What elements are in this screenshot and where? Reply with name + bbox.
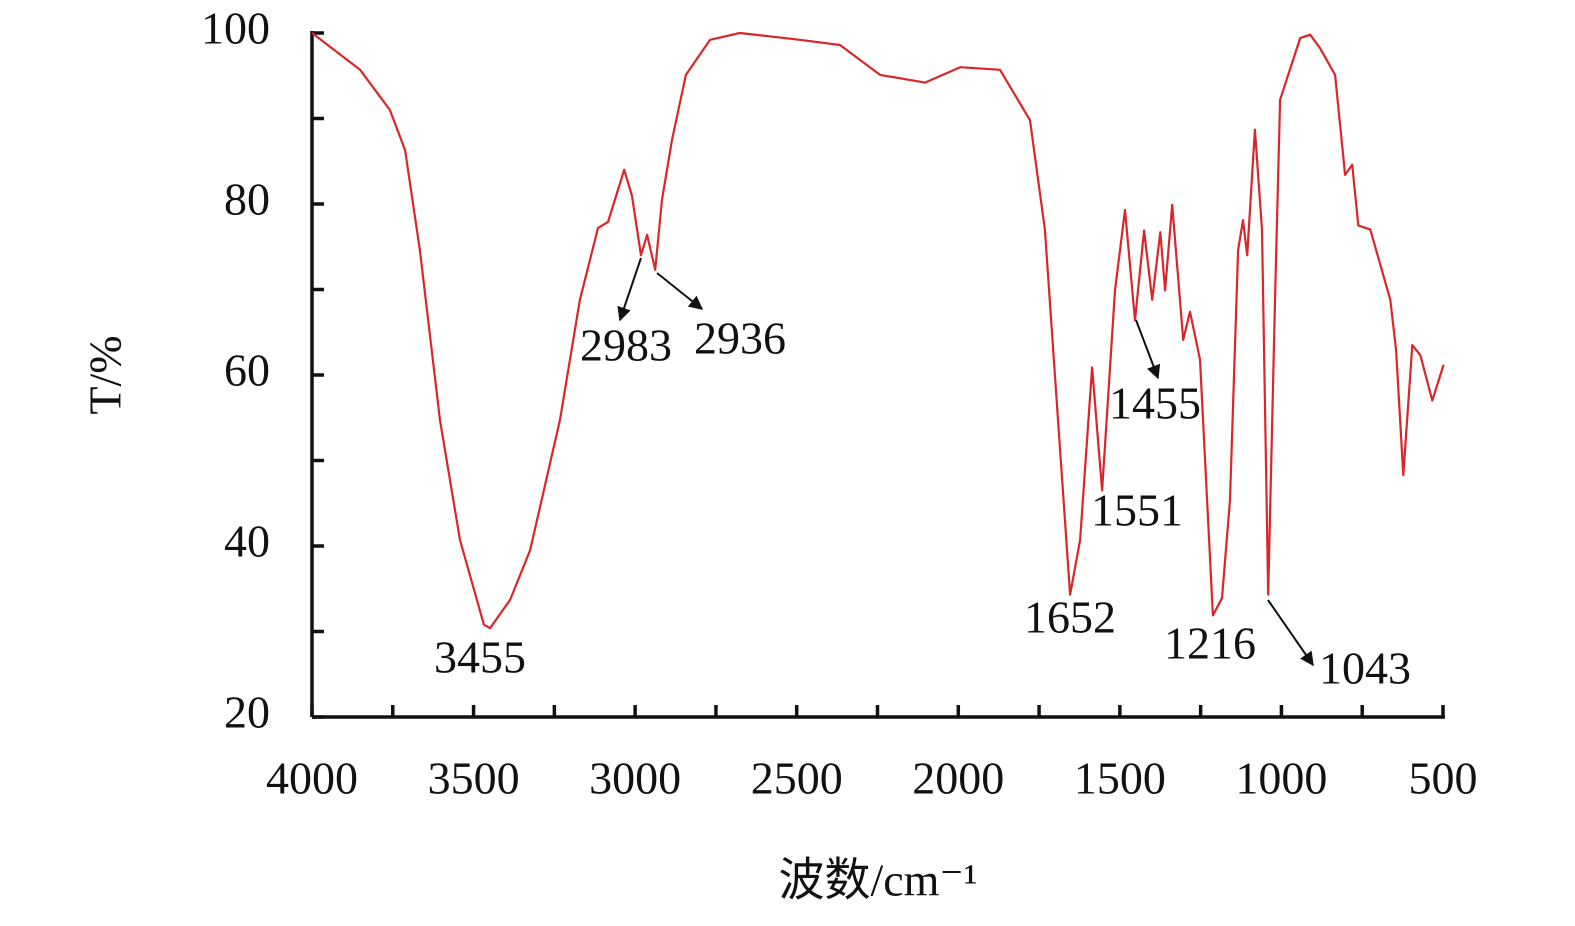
spectrum-line: [311, 31, 1445, 630]
annotation-arrow: [1135, 319, 1161, 380]
y-tick-label: 100: [201, 3, 270, 54]
y-axis-label: T/%: [80, 335, 131, 414]
x-tick-label: 3500: [428, 753, 520, 804]
y-tick-label: 20: [224, 687, 270, 738]
x-tick-label: 1500: [1074, 753, 1166, 804]
x-tick-label: 3000: [589, 753, 681, 804]
annotation-label: 1455: [1109, 378, 1201, 429]
y-tick-label: 80: [224, 174, 270, 225]
annotation-label: 3455: [434, 632, 526, 683]
y-tick-label: 60: [224, 345, 270, 396]
annotation-label: 1551: [1091, 485, 1183, 536]
y-tick-label: 40: [224, 516, 270, 567]
x-tick-label: 4000: [266, 753, 358, 804]
x-tick-label: 500: [1409, 753, 1478, 804]
annotation-label: 1652: [1024, 592, 1116, 643]
x-axis-label: 波数/cm⁻¹: [778, 855, 977, 906]
annotation-label: 1216: [1164, 618, 1256, 669]
annotation-arrow: [656, 272, 704, 310]
x-tick-label: 2000: [912, 753, 1004, 804]
annotation-arrow: [617, 257, 642, 322]
annotation-label: 1043: [1319, 643, 1411, 694]
annotation-label: 2936: [694, 313, 786, 364]
annotation-arrow: [1267, 599, 1314, 667]
x-tick-label: 1000: [1235, 753, 1327, 804]
x-tick-label: 2500: [751, 753, 843, 804]
annotation-label: 2983: [580, 320, 672, 371]
